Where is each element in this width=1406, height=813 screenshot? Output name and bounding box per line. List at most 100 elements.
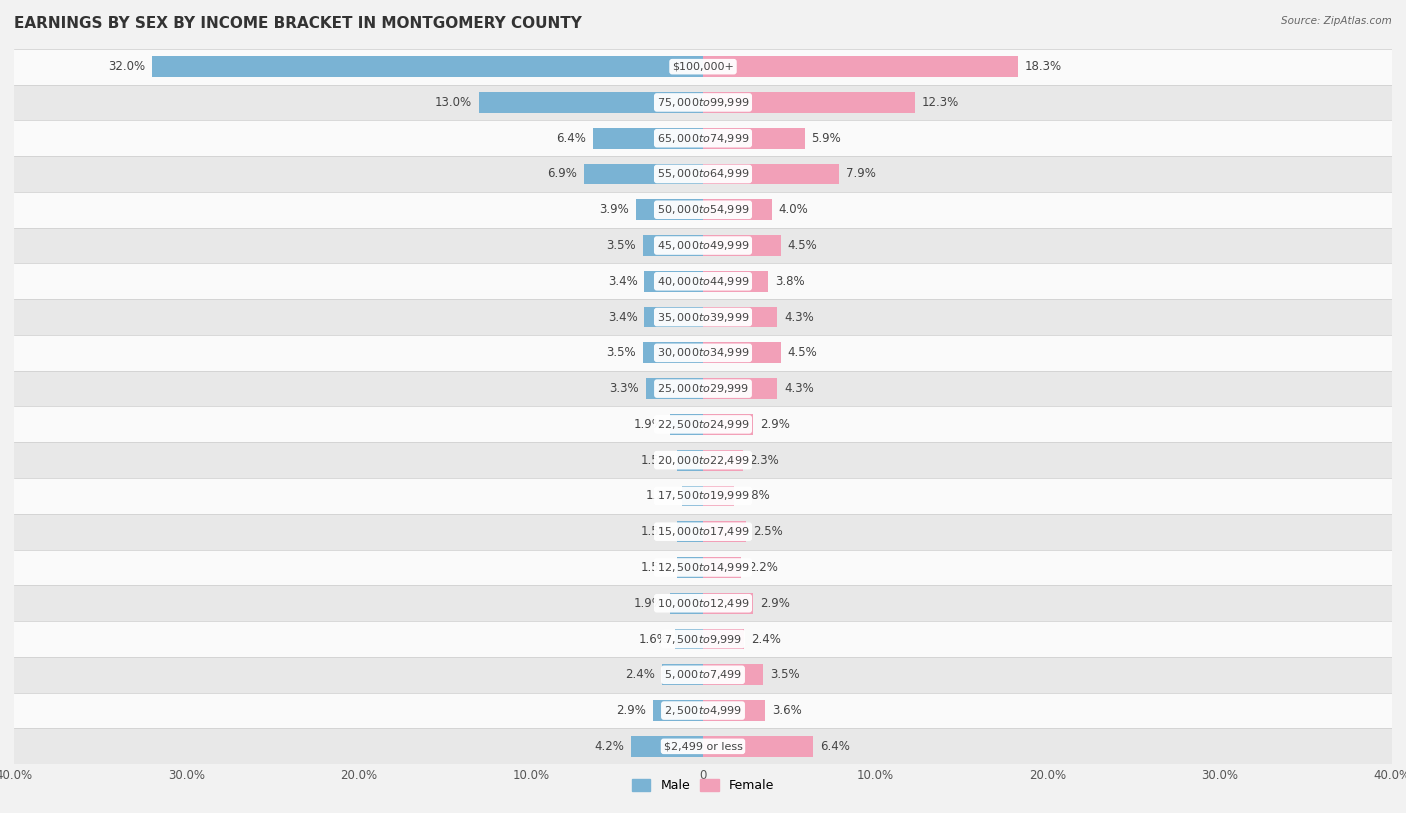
Bar — [479, 92, 703, 113]
Bar — [14, 299, 1392, 335]
Bar — [14, 335, 1392, 371]
Bar — [675, 628, 703, 650]
Text: $2,500 to $4,999: $2,500 to $4,999 — [664, 704, 742, 717]
Bar — [703, 700, 765, 721]
Text: 3.3%: 3.3% — [610, 382, 640, 395]
Text: 2.9%: 2.9% — [616, 704, 647, 717]
Text: $65,000 to $74,999: $65,000 to $74,999 — [657, 132, 749, 145]
Bar — [14, 478, 1392, 514]
Text: 1.9%: 1.9% — [634, 597, 664, 610]
Bar — [671, 414, 703, 435]
Bar — [644, 271, 703, 292]
Bar — [14, 156, 1392, 192]
Text: 6.9%: 6.9% — [547, 167, 578, 180]
Bar — [703, 163, 839, 185]
Text: 3.6%: 3.6% — [772, 704, 801, 717]
Bar — [14, 371, 1392, 406]
Bar — [703, 307, 778, 328]
Bar — [703, 736, 813, 757]
Bar — [703, 56, 1018, 77]
Text: $10,000 to $12,499: $10,000 to $12,499 — [657, 597, 749, 610]
Bar — [678, 450, 703, 471]
Bar — [14, 514, 1392, 550]
Bar — [662, 664, 703, 685]
Bar — [643, 235, 703, 256]
Bar — [14, 657, 1392, 693]
Text: $25,000 to $29,999: $25,000 to $29,999 — [657, 382, 749, 395]
Bar — [678, 521, 703, 542]
Text: 1.5%: 1.5% — [641, 525, 671, 538]
Bar — [14, 49, 1392, 85]
Text: 1.9%: 1.9% — [634, 418, 664, 431]
Bar — [14, 263, 1392, 299]
Text: 2.4%: 2.4% — [751, 633, 782, 646]
Bar — [652, 700, 703, 721]
Text: $45,000 to $49,999: $45,000 to $49,999 — [657, 239, 749, 252]
Text: $35,000 to $39,999: $35,000 to $39,999 — [657, 311, 749, 324]
Text: 1.2%: 1.2% — [645, 489, 675, 502]
Text: $5,000 to $7,499: $5,000 to $7,499 — [664, 668, 742, 681]
Bar — [583, 163, 703, 185]
Bar — [703, 342, 780, 363]
Bar — [703, 414, 754, 435]
Text: 1.5%: 1.5% — [641, 454, 671, 467]
Bar — [703, 628, 744, 650]
Bar — [14, 228, 1392, 263]
Text: $15,000 to $17,499: $15,000 to $17,499 — [657, 525, 749, 538]
Text: 2.3%: 2.3% — [749, 454, 779, 467]
Text: EARNINGS BY SEX BY INCOME BRACKET IN MONTGOMERY COUNTY: EARNINGS BY SEX BY INCOME BRACKET IN MON… — [14, 16, 582, 31]
Text: $75,000 to $99,999: $75,000 to $99,999 — [657, 96, 749, 109]
Text: 32.0%: 32.0% — [108, 60, 145, 73]
Text: 6.4%: 6.4% — [555, 132, 586, 145]
Text: 3.9%: 3.9% — [599, 203, 628, 216]
Text: 2.9%: 2.9% — [759, 418, 790, 431]
Text: 2.9%: 2.9% — [759, 597, 790, 610]
Bar — [14, 120, 1392, 156]
Text: 13.0%: 13.0% — [434, 96, 472, 109]
Text: 2.5%: 2.5% — [754, 525, 783, 538]
Text: $100,000+: $100,000+ — [672, 62, 734, 72]
Text: $50,000 to $54,999: $50,000 to $54,999 — [657, 203, 749, 216]
Bar — [703, 235, 780, 256]
Text: 1.6%: 1.6% — [638, 633, 669, 646]
Text: 3.8%: 3.8% — [775, 275, 806, 288]
Text: 3.5%: 3.5% — [606, 346, 636, 359]
Bar — [644, 307, 703, 328]
Bar — [14, 192, 1392, 228]
Text: 3.5%: 3.5% — [770, 668, 800, 681]
Text: 12.3%: 12.3% — [922, 96, 959, 109]
Bar — [14, 585, 1392, 621]
Text: 4.5%: 4.5% — [787, 346, 817, 359]
Bar — [678, 557, 703, 578]
Text: 4.5%: 4.5% — [787, 239, 817, 252]
Text: $2,499 or less: $2,499 or less — [664, 741, 742, 751]
Text: $17,500 to $19,999: $17,500 to $19,999 — [657, 489, 749, 502]
Text: 4.0%: 4.0% — [779, 203, 808, 216]
Bar — [647, 378, 703, 399]
Bar — [593, 128, 703, 149]
Text: 18.3%: 18.3% — [1025, 60, 1062, 73]
Text: 3.4%: 3.4% — [607, 311, 637, 324]
Text: $22,500 to $24,999: $22,500 to $24,999 — [657, 418, 749, 431]
Bar — [703, 199, 772, 220]
Bar — [14, 728, 1392, 764]
Bar — [14, 550, 1392, 585]
Bar — [631, 736, 703, 757]
Text: 6.4%: 6.4% — [820, 740, 851, 753]
Text: 4.3%: 4.3% — [785, 382, 814, 395]
Text: 1.5%: 1.5% — [641, 561, 671, 574]
Text: $30,000 to $34,999: $30,000 to $34,999 — [657, 346, 749, 359]
Bar — [703, 485, 734, 506]
Bar — [703, 664, 763, 685]
Text: 1.8%: 1.8% — [741, 489, 770, 502]
Text: 7.9%: 7.9% — [846, 167, 876, 180]
Bar — [703, 378, 778, 399]
Text: Source: ZipAtlas.com: Source: ZipAtlas.com — [1281, 16, 1392, 26]
Bar — [703, 450, 742, 471]
Text: $55,000 to $64,999: $55,000 to $64,999 — [657, 167, 749, 180]
Bar — [636, 199, 703, 220]
Bar — [703, 128, 804, 149]
Bar — [703, 593, 754, 614]
Bar — [703, 521, 747, 542]
Legend: Male, Female: Male, Female — [627, 774, 779, 798]
